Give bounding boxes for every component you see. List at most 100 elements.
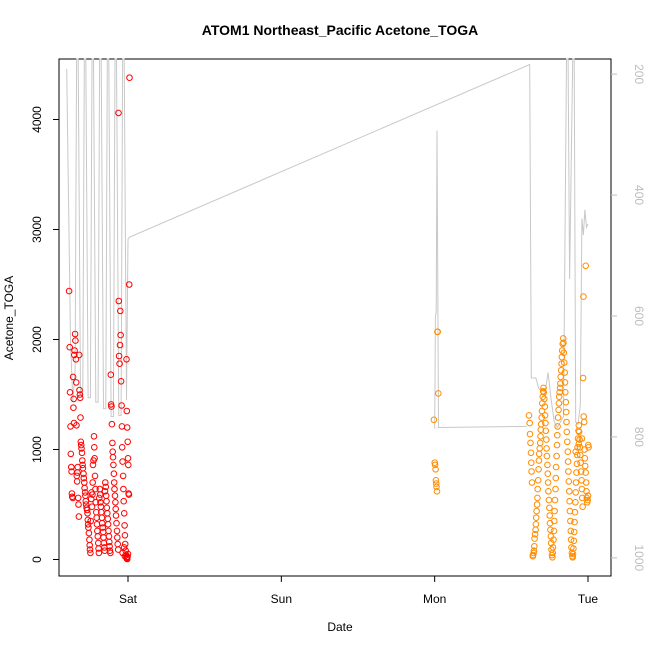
- data-point-series-1: [79, 457, 86, 464]
- data-point-series-2: [549, 544, 557, 551]
- data-point-series-2: [540, 389, 548, 396]
- data-point-series-2: [534, 477, 542, 484]
- data-point-series-1: [103, 497, 110, 505]
- data-point-series-1: [125, 461, 132, 469]
- data-point-series-1: [124, 553, 131, 561]
- data-point-series-1: [113, 527, 121, 535]
- data-point-series-2: [527, 439, 534, 447]
- data-point-series-1: [126, 74, 133, 81]
- data-point-series-2: [573, 460, 581, 468]
- data-point-series-2: [538, 414, 546, 421]
- data-point-series-2: [564, 438, 571, 446]
- data-point-series-1: [76, 386, 83, 394]
- data-point-series-2: [553, 441, 561, 449]
- y-tick-label: 3000: [30, 216, 44, 243]
- data-point-series-1: [68, 490, 76, 497]
- data-point-series-1: [88, 503, 96, 511]
- data-point-series-1: [78, 449, 86, 457]
- data-point-series-1: [81, 484, 88, 492]
- data-point-series-2: [537, 420, 545, 428]
- data-point-series-2: [563, 418, 570, 426]
- data-point-series-2: [564, 458, 572, 465]
- data-point-series-2: [547, 526, 554, 534]
- data-point-series-1: [120, 510, 128, 517]
- data-point-series-1: [95, 539, 102, 547]
- data-point-series-2: [585, 444, 592, 451]
- data-point-series-1: [84, 516, 92, 524]
- data-point-series-1: [79, 461, 86, 469]
- data-point-series-1: [97, 499, 104, 506]
- data-point-series-1: [116, 360, 123, 368]
- data-point-series-1: [121, 522, 128, 529]
- data-point-series-2: [554, 423, 561, 430]
- data-point-series-2: [532, 521, 540, 528]
- data-point-series-2: [573, 469, 580, 476]
- data-point-series-1: [110, 479, 118, 486]
- data-point-series-1: [96, 494, 103, 502]
- data-point-series-2: [541, 412, 549, 419]
- altitude-line: [66, 58, 589, 429]
- data-point-series-1: [73, 422, 80, 429]
- data-point-series-1: [117, 331, 124, 339]
- data-point-series-1: [77, 414, 84, 421]
- data-point-series-1: [99, 524, 106, 531]
- data-point-series-1: [118, 402, 125, 409]
- points-layer: [65, 74, 592, 563]
- data-point-series-1: [73, 478, 81, 485]
- data-point-series-2: [544, 479, 552, 486]
- data-point-series-1: [70, 404, 77, 412]
- data-point-series-2: [533, 501, 541, 508]
- data-point-series-1: [103, 504, 111, 512]
- data-point-series-1: [121, 540, 129, 548]
- y-tick-label: 0: [30, 556, 44, 563]
- data-point-series-1: [74, 469, 81, 476]
- data-point-series-2: [542, 419, 549, 427]
- data-point-series-2: [555, 393, 563, 401]
- data-point-series-1: [72, 337, 79, 344]
- data-point-series-1: [85, 529, 93, 537]
- data-point-series-1: [85, 524, 92, 531]
- y-tick-label: 4000: [30, 106, 44, 133]
- data-point-series-1: [70, 395, 77, 403]
- data-point-series-2: [581, 455, 589, 462]
- data-point-series-2: [557, 373, 565, 381]
- data-point-series-1: [94, 527, 101, 535]
- data-point-series-1: [109, 448, 116, 456]
- data-point-series-1: [118, 423, 126, 430]
- data-point-series-1: [92, 485, 99, 493]
- data-point-series-1: [105, 533, 113, 540]
- data-point-series-2: [562, 398, 570, 406]
- data-point-series-2: [536, 439, 544, 447]
- data-point-series-2: [578, 494, 586, 502]
- data-point-series-1: [107, 371, 115, 379]
- data-point-series-1: [120, 544, 128, 551]
- data-point-series-2: [580, 418, 588, 426]
- data-point-series-1: [87, 549, 94, 557]
- data-point-series-1: [119, 458, 126, 465]
- data-point-series-1: [123, 356, 130, 363]
- data-point-series-1: [121, 532, 129, 539]
- altitude-line-layer: [66, 58, 589, 429]
- data-point-series-1: [111, 485, 118, 493]
- data-point-series-1: [112, 499, 119, 506]
- data-point-series-1: [111, 492, 119, 500]
- data-point-series-2: [561, 379, 569, 386]
- data-point-series-1: [66, 343, 73, 351]
- data-point-series-1: [93, 521, 101, 528]
- data-point-series-2: [555, 400, 563, 407]
- data-point-series-1: [108, 420, 116, 428]
- data-point-series-1: [84, 510, 91, 517]
- data-point-series-2: [546, 512, 554, 519]
- data-point-series-2: [565, 478, 573, 485]
- data-point-series-2: [534, 494, 541, 502]
- data-point-series-2: [566, 497, 573, 505]
- data-point-series-1: [65, 287, 73, 295]
- data-point-series-2: [550, 536, 557, 544]
- data-point-series-1: [112, 505, 119, 513]
- data-point-series-1: [123, 407, 131, 415]
- data-point-series-1: [105, 527, 112, 535]
- data-point-series-2: [554, 431, 561, 439]
- data-point-series-2: [560, 359, 568, 366]
- data-point-series-1: [124, 438, 131, 446]
- data-point-series-2: [540, 384, 547, 392]
